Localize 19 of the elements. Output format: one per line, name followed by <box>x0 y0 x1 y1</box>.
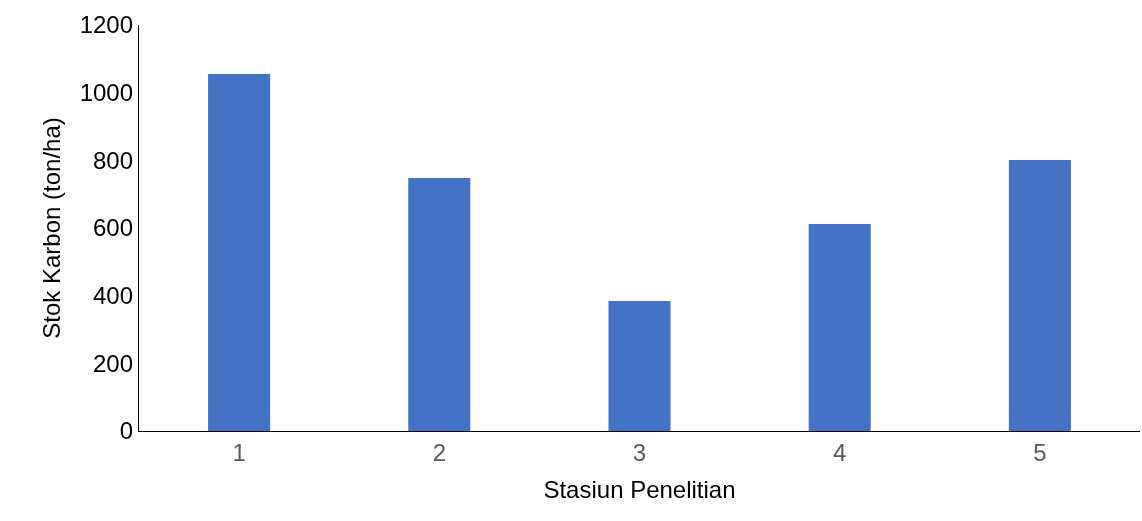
x-tick-label: 3 <box>632 438 647 466</box>
bar <box>1008 160 1071 431</box>
y-tick-label: 400 <box>93 282 134 310</box>
x-tick-label: 2 <box>432 438 446 466</box>
y-tick-label: 800 <box>93 146 134 174</box>
y-tick-label: 1000 <box>79 79 134 107</box>
y-tick-label: 200 <box>93 349 134 377</box>
y-tick-label: 1200 <box>79 11 134 39</box>
y-axis-title: Stok Karbon (ton/ha) <box>37 117 65 339</box>
x-tick-label: 4 <box>833 438 847 466</box>
y-tick-label: 0 <box>119 417 134 445</box>
bar <box>208 74 271 431</box>
bar <box>608 301 671 431</box>
bar <box>408 177 471 431</box>
y-tick-label: 600 <box>93 214 134 242</box>
x-axis-title: Stasiun Penelitian <box>543 476 736 504</box>
x-tick-label: 1 <box>232 438 246 466</box>
x-tick-label: 5 <box>1033 438 1047 466</box>
bar <box>808 223 871 431</box>
